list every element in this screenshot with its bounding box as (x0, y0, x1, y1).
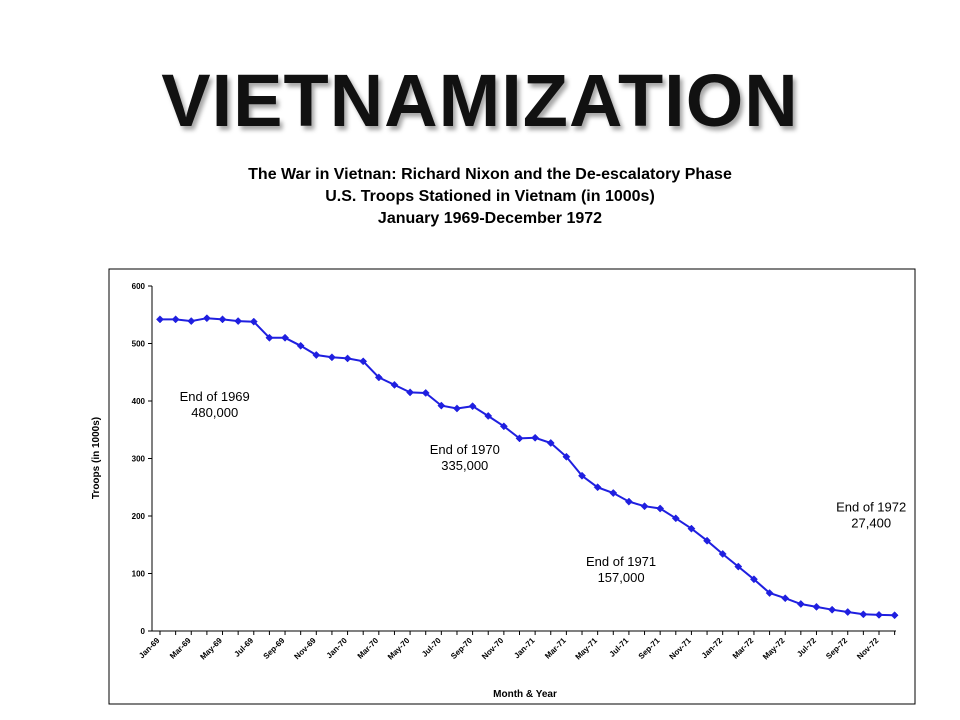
data-point (453, 404, 461, 413)
data-point (171, 315, 180, 324)
annotation-text: 27,400 (851, 515, 891, 530)
data-point (296, 341, 305, 350)
data-point (359, 357, 368, 366)
data-point (656, 504, 665, 513)
data-point (749, 575, 758, 584)
data-point (718, 549, 727, 558)
data-point (265, 333, 274, 342)
data-point (484, 411, 493, 420)
data-point (624, 497, 633, 506)
data-point (202, 314, 211, 323)
data-point (531, 433, 540, 442)
data-point (875, 610, 883, 619)
y-tick-label: 200 (132, 512, 146, 521)
data-point (671, 514, 680, 523)
y-tick-label: 500 (132, 340, 146, 349)
chart-title-line-3: January 1969-December 1972 (377, 210, 603, 227)
y-tick-label: 400 (132, 397, 146, 406)
y-tick-label: 100 (132, 570, 146, 579)
y-tick-label: 600 (132, 282, 146, 291)
data-point (515, 434, 524, 443)
data-point (687, 524, 696, 533)
data-point (343, 354, 352, 363)
data-point (640, 502, 649, 511)
data-point (765, 589, 774, 598)
data-point (578, 471, 586, 480)
chart-title-line-2: U.S. Troops Stationed in Vietnam (in 100… (325, 188, 655, 205)
data-point (890, 611, 899, 620)
chart-title-line-1: The War in Vietnan: Richard Nixon and th… (248, 166, 732, 183)
data-point (859, 610, 868, 619)
data-point (843, 608, 852, 616)
data-point (703, 536, 712, 545)
data-point (593, 483, 602, 492)
data-point (374, 373, 383, 382)
data-point (781, 594, 790, 603)
annotation-text: 480,000 (191, 405, 238, 420)
data-point (562, 452, 571, 461)
annotation-text: End of 1970 (430, 442, 500, 457)
annotation-text: 157,000 (598, 570, 645, 585)
y-tick-label: 0 (141, 627, 146, 636)
data-point (312, 351, 321, 359)
data-point (499, 422, 508, 431)
data-point (796, 600, 805, 608)
data-point (156, 315, 164, 324)
x-axis-label: Month & Year (493, 689, 557, 700)
chart-frame (108, 268, 916, 705)
annotation-text: End of 1971 (586, 554, 656, 569)
annotation-text: 335,000 (441, 458, 488, 473)
data-point (546, 439, 555, 447)
data-point (812, 602, 821, 611)
annotation-text: End of 1972 (836, 499, 906, 514)
data-point (468, 402, 477, 411)
data-point (218, 315, 227, 324)
data-point (828, 605, 837, 614)
data-point (437, 401, 446, 410)
annotation-text: End of 1969 (180, 389, 250, 404)
chart-title: The War in Vietnan: Richard Nixon and th… (160, 164, 820, 230)
data-point (281, 333, 289, 342)
data-point (187, 317, 196, 326)
data-point (327, 353, 336, 362)
data-point (390, 380, 399, 389)
data-point (249, 317, 258, 326)
y-tick-label: 300 (132, 455, 146, 464)
slide-title: VIETNAMIZATION (161, 59, 799, 142)
chart-marks (156, 314, 899, 620)
y-axis-label: Troops (in 1000s) (91, 417, 102, 499)
data-point (406, 388, 415, 397)
data-point (734, 562, 743, 571)
data-point (609, 489, 618, 497)
data-point (234, 317, 243, 326)
data-point (421, 388, 430, 397)
